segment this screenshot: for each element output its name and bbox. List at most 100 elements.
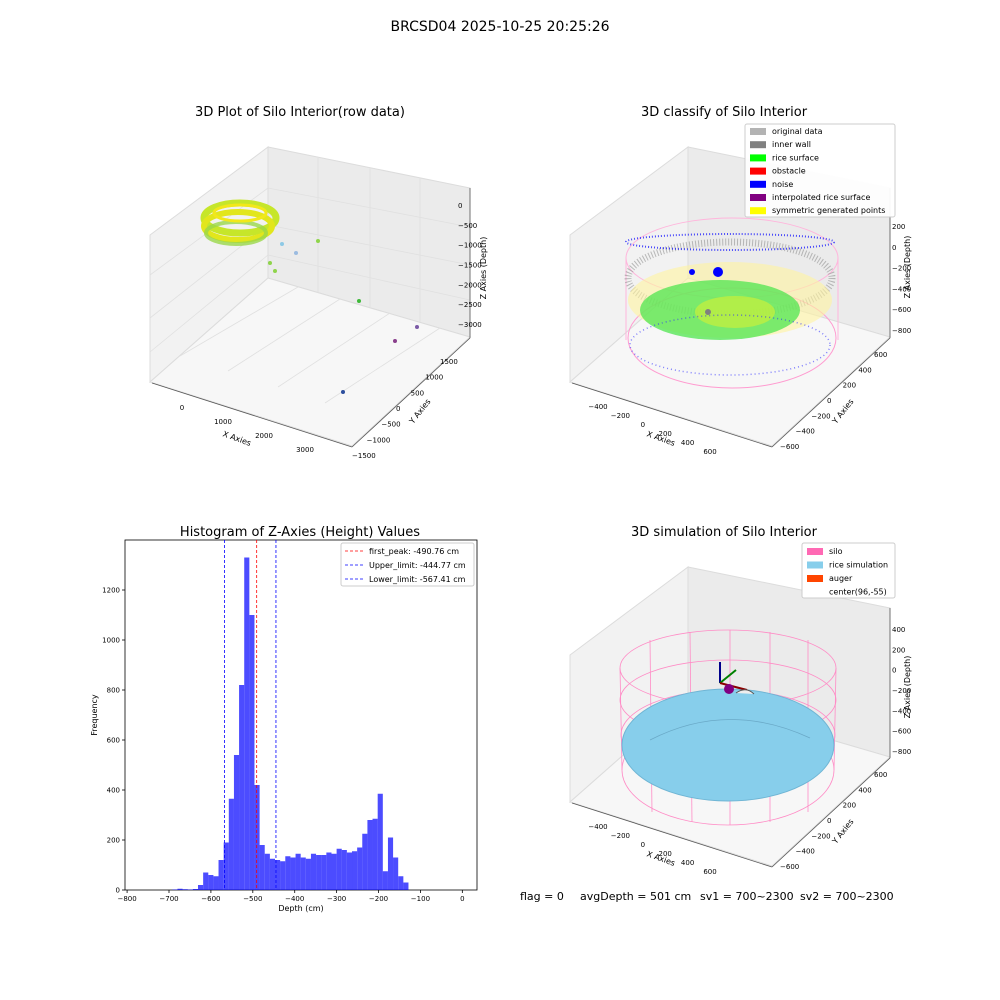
legend-label: center(96,-55) bbox=[829, 588, 887, 597]
histogram-title: Histogram of Z-Axies (Height) Values bbox=[180, 525, 420, 540]
histogram-bar bbox=[393, 857, 399, 890]
axis-tick-label: −2000 bbox=[458, 281, 482, 289]
histogram-bar bbox=[357, 847, 363, 890]
axis-tick-label: 0 bbox=[641, 841, 645, 849]
histogram-y-label: Frequency bbox=[90, 694, 99, 736]
legend-label: noise bbox=[772, 180, 793, 189]
axis-tick-label: −400 bbox=[588, 403, 607, 411]
histogram-bar bbox=[295, 853, 301, 890]
histogram-bar bbox=[239, 685, 245, 890]
histogram-bar bbox=[316, 855, 322, 890]
histogram-bar bbox=[233, 755, 240, 890]
axis-tick-label: −200 bbox=[892, 687, 911, 695]
axis-tick-label: 0 bbox=[641, 421, 645, 429]
histogram-bar bbox=[331, 853, 337, 890]
sim-legend bbox=[801, 542, 896, 599]
histogram-bar bbox=[192, 889, 199, 890]
raw-data-3d-panel: 3D Plot of Silo Interior(row data) bbox=[149, 105, 488, 460]
histogram-x-tick-label: −400 bbox=[285, 895, 304, 903]
classify-3d-panel: 3D classify of Silo Interior −400−200020… bbox=[569, 105, 912, 456]
axis-tick-label: 600 bbox=[703, 448, 716, 456]
histogram-bar bbox=[341, 850, 347, 890]
histogram-bar bbox=[172, 889, 178, 890]
axis-tick-label: 2000 bbox=[255, 432, 273, 440]
histogram-bar bbox=[346, 852, 353, 890]
raw-x-ticks: 0 1000 2000 3000 bbox=[180, 404, 314, 454]
axis-tick-label: 500 bbox=[411, 389, 424, 397]
sim-z-label: Z Axies (Depth) bbox=[903, 656, 912, 719]
histogram-bar bbox=[290, 857, 296, 890]
legend-label: symmetric generated points bbox=[772, 206, 885, 215]
histogram-bar bbox=[351, 851, 358, 890]
classify-y-label: Y Axies bbox=[830, 397, 856, 426]
axis-tick-label: −2500 bbox=[458, 301, 482, 309]
histogram-x-tick-label: −600 bbox=[201, 895, 220, 903]
axis-tick-label: −3000 bbox=[458, 321, 482, 329]
legend-label: rice surface bbox=[772, 153, 819, 162]
histogram-bar bbox=[382, 871, 388, 890]
histogram-bar bbox=[208, 875, 214, 890]
sim-rice-surface bbox=[621, 688, 835, 802]
legend-label: obstacle bbox=[772, 167, 806, 176]
histogram-bar bbox=[362, 833, 368, 890]
histogram-y-tick-label: 200 bbox=[107, 837, 120, 845]
histogram-bar bbox=[223, 842, 229, 890]
histogram-bar bbox=[336, 848, 342, 890]
axis-tick-label: 0 bbox=[458, 202, 462, 210]
legend-label: silo bbox=[829, 547, 843, 556]
histogram-x-label: Depth (cm) bbox=[278, 904, 323, 913]
histogram-x-tick-label: −800 bbox=[117, 895, 136, 903]
legend-label: interpolated rice surface bbox=[772, 193, 870, 202]
legend-swatch bbox=[750, 141, 766, 149]
classify-cloud bbox=[624, 217, 839, 389]
histogram-bar bbox=[280, 861, 286, 890]
axis-tick-label: 0 bbox=[892, 667, 896, 675]
axis-tick-label: 200 bbox=[843, 382, 856, 390]
raw-scatter-outliers bbox=[268, 239, 419, 394]
histogram-bar bbox=[203, 872, 209, 890]
histogram-y-tick-label: 1000 bbox=[102, 637, 120, 645]
histogram-bar bbox=[269, 858, 275, 890]
classify-x-ticks: −400 −200 0 200 400 600 bbox=[588, 403, 716, 456]
axis-tick-label: 600 bbox=[874, 351, 887, 359]
histogram-bar bbox=[213, 876, 219, 890]
axis-tick-label: −600 bbox=[780, 863, 799, 871]
histogram-x-ticks: −800 −700 −600 −500 −400 −300 −200 −100 0 bbox=[117, 890, 465, 903]
histogram-y-tick-label: 800 bbox=[107, 687, 120, 695]
histogram-y-ticks: 0 200 400 600 800 1000 1200 bbox=[102, 587, 125, 895]
axis-tick-label: −500 bbox=[458, 222, 477, 230]
axis-tick-label: 0 bbox=[827, 817, 831, 825]
histogram-bar bbox=[305, 858, 311, 890]
axis-tick-label: 600 bbox=[703, 868, 716, 876]
sim-y-label: Y Axies bbox=[830, 817, 856, 846]
raw-z-ticks: 0 −500 −1000 −1500 −2000 −2500 −3000 bbox=[458, 202, 482, 329]
footer-avg-depth: avgDepth = 501 cm bbox=[580, 890, 691, 903]
axis-tick-label: −200 bbox=[811, 832, 830, 840]
histogram-panel: Histogram of Z-Axies (Height) Values −80… bbox=[90, 525, 478, 913]
histogram-y-tick-label: 0 bbox=[116, 887, 120, 895]
raw-y-label: Y Axies bbox=[407, 397, 433, 426]
histogram-axes-frame bbox=[124, 539, 478, 891]
classify-legend-entries: original data inner wall rice surface obsta… bbox=[750, 127, 885, 215]
axis-tick-label: 600 bbox=[874, 771, 887, 779]
classify-z-label: Z Axies (Depth) bbox=[903, 236, 912, 299]
axis-tick-label: −200 bbox=[811, 412, 830, 420]
histogram-bar bbox=[285, 856, 291, 890]
figure-title: BRCSD04 2025-10-25 20:25:26 bbox=[390, 19, 609, 35]
histogram-bar bbox=[377, 793, 383, 890]
axis-tick-label: 200 bbox=[892, 223, 905, 231]
axis-tick-label: −1500 bbox=[458, 262, 482, 270]
legend-swatch bbox=[750, 154, 766, 162]
footer-sv2: sv2 = 700~2300 bbox=[800, 890, 894, 903]
axis-tick-label: 3000 bbox=[296, 446, 314, 454]
raw-ring-cloud bbox=[200, 199, 280, 246]
axis-tick-label: 200 bbox=[843, 802, 856, 810]
histogram-y-tick-label: 1200 bbox=[102, 587, 120, 595]
raw-panel-title: 3D Plot of Silo Interior(row data) bbox=[195, 105, 405, 120]
legend-swatch bbox=[807, 561, 823, 569]
histogram-reference-lines bbox=[224, 540, 277, 890]
histogram-bar bbox=[182, 889, 188, 890]
legend-label: auger bbox=[829, 574, 853, 583]
